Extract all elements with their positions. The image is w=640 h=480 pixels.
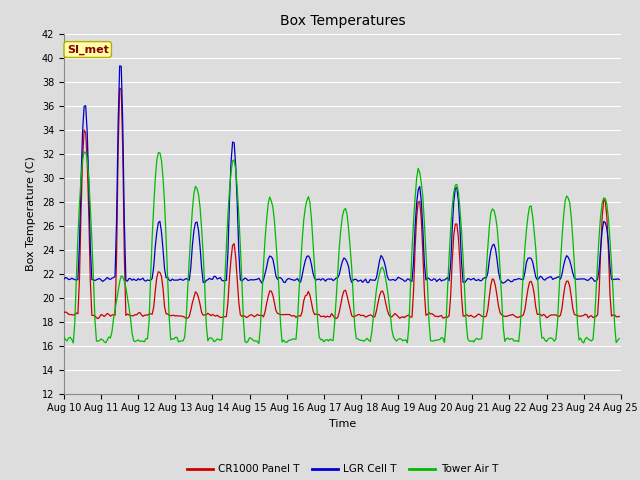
Title: Box Temperatures: Box Temperatures [280,14,405,28]
X-axis label: Time: Time [329,419,356,429]
Legend: CR1000 Panel T, LGR Cell T, Tower Air T: CR1000 Panel T, LGR Cell T, Tower Air T [182,460,502,479]
Y-axis label: Box Temperature (C): Box Temperature (C) [26,156,36,271]
Text: SI_met: SI_met [67,44,109,55]
